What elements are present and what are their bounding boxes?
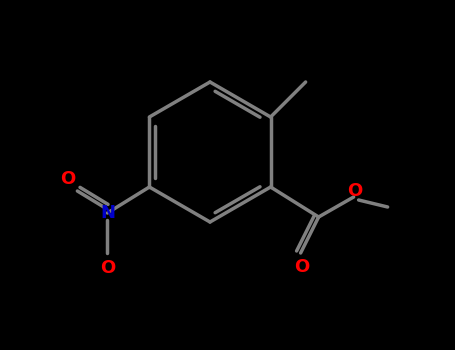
Text: O: O	[294, 258, 309, 276]
Text: O: O	[100, 259, 115, 277]
Text: O: O	[60, 170, 75, 188]
Text: O: O	[347, 182, 362, 200]
Text: N: N	[100, 204, 115, 222]
